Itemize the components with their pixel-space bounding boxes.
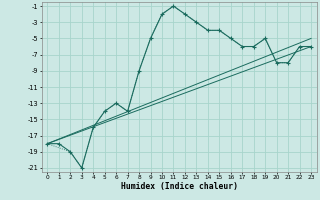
X-axis label: Humidex (Indice chaleur): Humidex (Indice chaleur) xyxy=(121,182,238,191)
